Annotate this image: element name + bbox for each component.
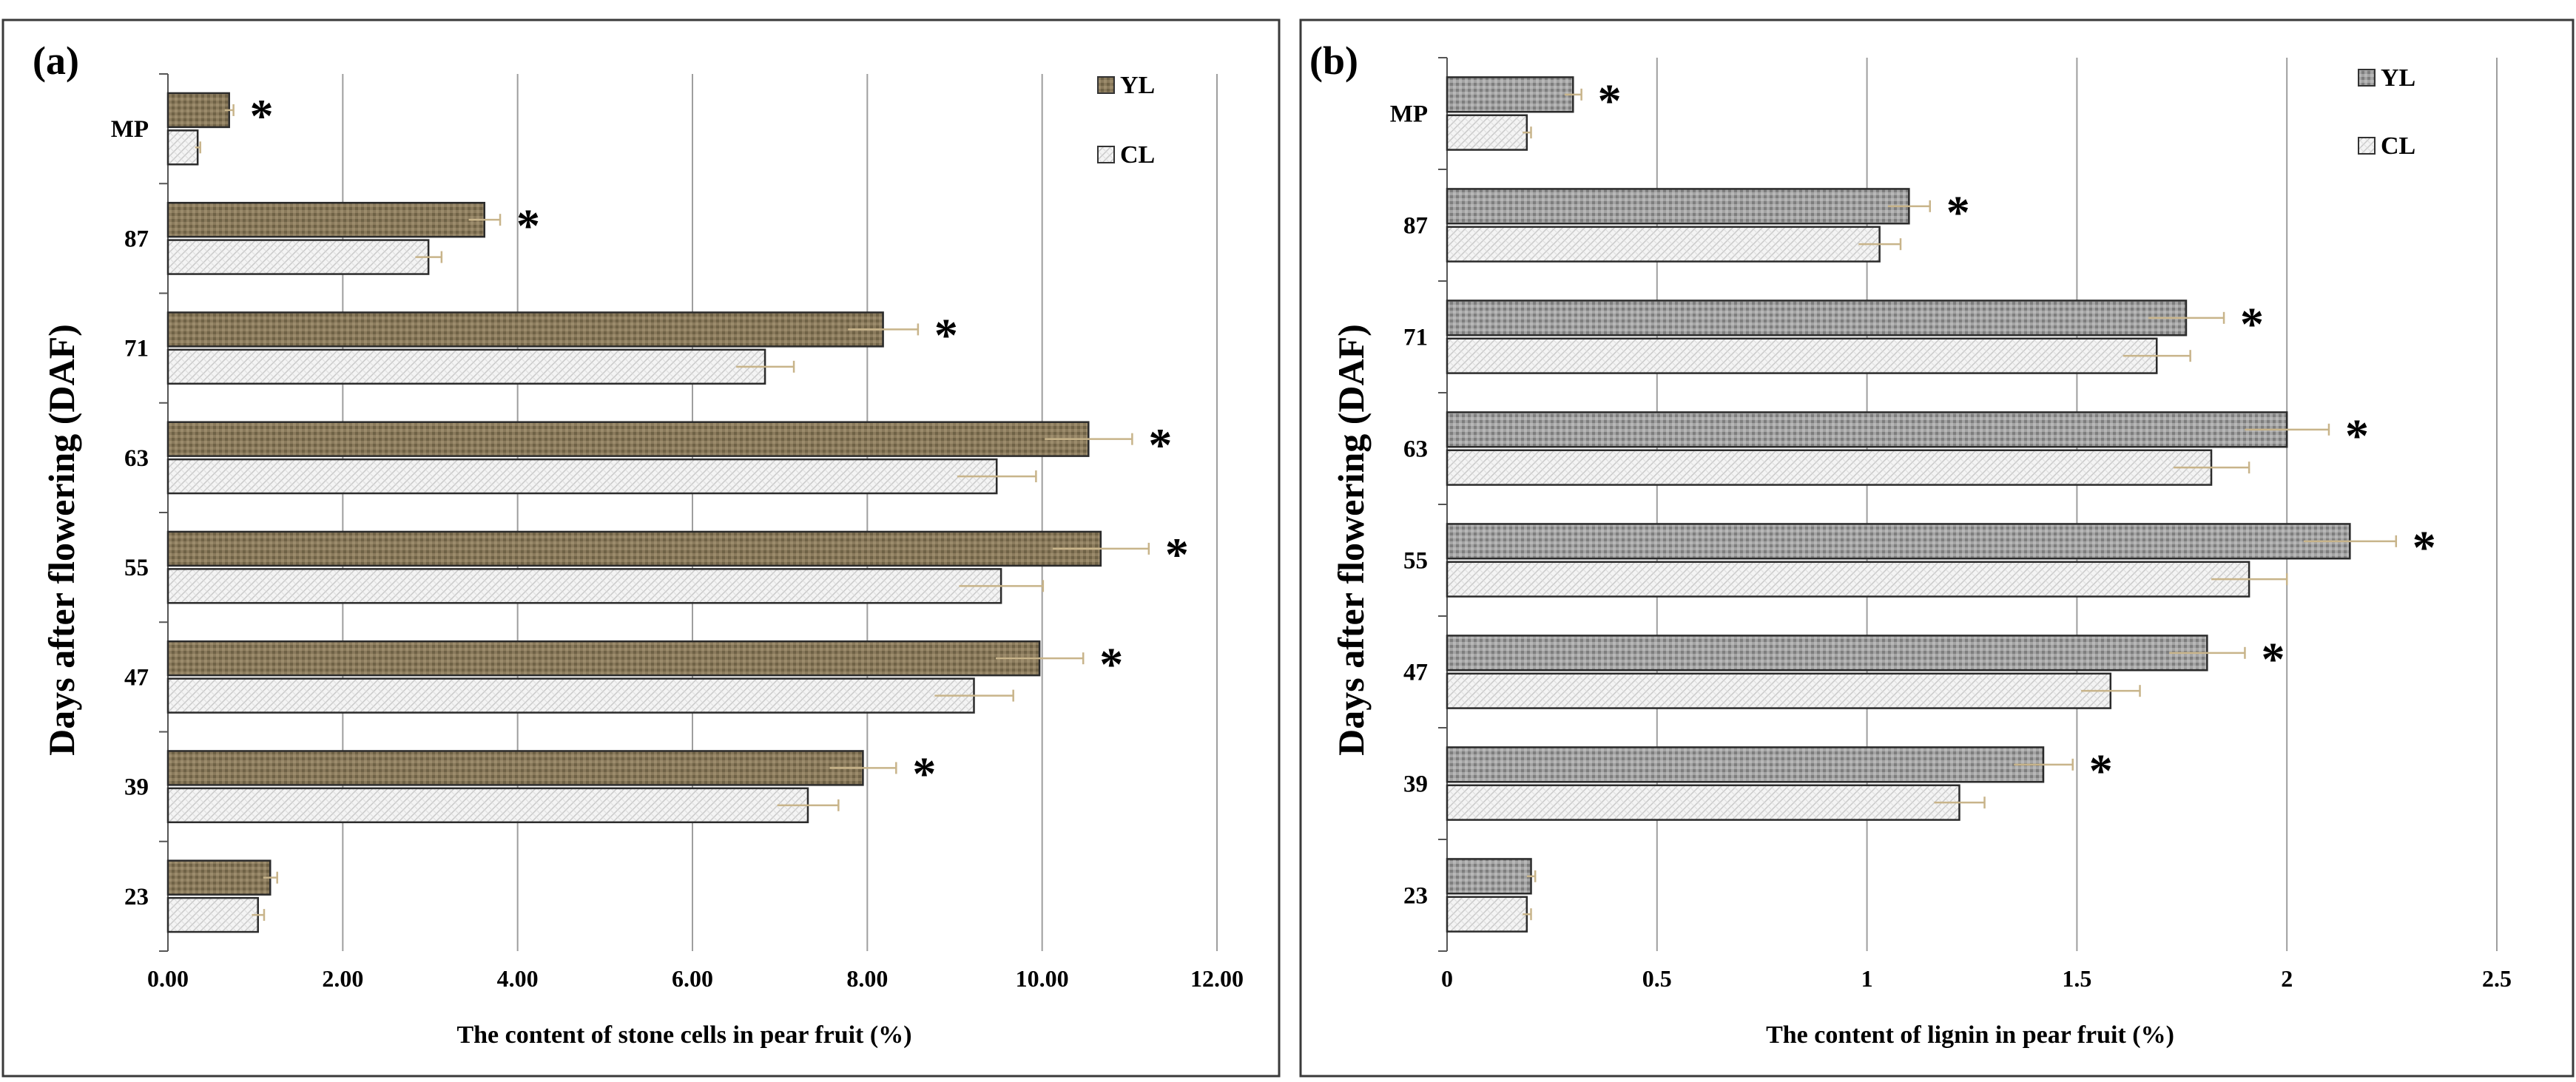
category-label: 47 (1403, 660, 1428, 686)
panel-a-label: (a) (33, 38, 79, 83)
bar-cl (166, 348, 766, 385)
bar-yl (166, 421, 1090, 457)
category-label: 39 (1403, 771, 1428, 798)
significance-marker: * (2240, 298, 2264, 351)
x-tick-label: 2 (2281, 965, 2293, 992)
category-label: 39 (124, 774, 149, 801)
category-label: 87 (124, 226, 149, 252)
x-tick-label: 6.00 (672, 965, 713, 992)
significance-marker: * (912, 748, 936, 800)
bar-yl (166, 530, 1102, 567)
significance-marker: * (1099, 638, 1123, 690)
category-label: 55 (1403, 548, 1428, 575)
bar-yl (1446, 635, 2208, 672)
category-label: 71 (124, 336, 149, 362)
bar-yl (166, 859, 272, 896)
bar-yl (1446, 300, 2188, 337)
bar-cl (1446, 114, 1528, 151)
bar-cl (1446, 337, 2158, 374)
panel-a-plot: 0.00 2.00 4.00 6.00 8.00 10.00 12.00 MP * 87 * 71 * 6… (111, 73, 1244, 992)
panel-a-frame (1, 18, 1281, 1078)
bar-cl (166, 787, 809, 824)
bar-cl (1446, 449, 2213, 486)
x-tick-label: 12.00 (1190, 965, 1244, 992)
panel-a-xlabel: The content of stone cells in pear fruit… (456, 1021, 911, 1049)
x-tick-label: 2.5 (2482, 965, 2512, 992)
significance-marker: * (1946, 186, 1970, 239)
legend-label-yl: YL (1120, 72, 1155, 99)
category-label: 23 (124, 884, 149, 910)
x-tick-label: 4.00 (497, 965, 539, 992)
bar-cl (1446, 672, 2112, 709)
bar-cl (1446, 784, 1960, 821)
bar-yl (166, 311, 884, 348)
x-tick-label: 2.00 (322, 965, 363, 992)
x-tick-label: 10.00 (1016, 965, 1069, 992)
panel-b-plot: 0 0.5 1 1.5 2 2.5 MP * 87 * 71 * 63 * 55 * 47 * 39 * 23 (1390, 57, 2512, 992)
legend-swatch-yl (2358, 69, 2376, 87)
significance-marker: * (1148, 419, 1172, 471)
x-tick-label: 1 (1861, 965, 1873, 992)
significance-marker: * (2413, 521, 2436, 574)
bar-cl (166, 896, 259, 933)
bar-cl (166, 458, 998, 495)
category-label: MP (111, 116, 149, 143)
legend-swatch-cl (2358, 137, 2376, 155)
category-label: MP (1390, 101, 1428, 128)
significance-marker: * (934, 309, 958, 362)
bar-cl (1446, 896, 1528, 933)
legend-swatch-cl (1097, 146, 1115, 163)
significance-marker: * (1165, 528, 1189, 581)
significance-marker: * (1598, 75, 1622, 127)
category-label: 63 (1403, 436, 1428, 463)
bar-yl (1446, 188, 1910, 225)
panel-b-ylabel: Days after flowering (DAF) (1330, 324, 1372, 756)
bar-yl (166, 92, 230, 129)
panel-a-ylabel: Days after flowering (DAF) (41, 324, 82, 756)
legend-label-yl: YL (2381, 64, 2415, 92)
bar-yl (1446, 523, 2351, 560)
x-tick-label: 0 (1441, 965, 1453, 992)
bar-yl (1446, 858, 1532, 895)
bar-cl (1446, 561, 2250, 598)
bar-cl (166, 677, 975, 714)
x-tick-label: 0.5 (1642, 965, 1672, 992)
legend-label-cl: CL (1120, 141, 1155, 169)
significance-marker: * (2261, 633, 2285, 686)
panel-b-legend: YL CL (2358, 64, 2415, 160)
category-label: 23 (1403, 883, 1428, 910)
bar-cl (166, 568, 1002, 604)
category-label: 63 (124, 445, 149, 472)
legend-label-cl: CL (2381, 132, 2415, 160)
bar-yl (1446, 746, 2045, 783)
significance-marker: * (516, 199, 540, 251)
significance-marker: * (2089, 745, 2113, 797)
legend-swatch-yl (1097, 76, 1115, 94)
bar-yl (1446, 76, 1574, 113)
bar-yl (1446, 411, 2288, 448)
bar-yl (166, 640, 1041, 677)
category-label: 87 (1403, 213, 1428, 240)
x-tick-label: 1.5 (2062, 965, 2091, 992)
x-tick-label: 8.00 (846, 965, 888, 992)
panel-b-frame (1299, 18, 2575, 1078)
category-label: 55 (124, 555, 149, 581)
category-label: 71 (1403, 325, 1428, 351)
significance-marker: * (250, 89, 274, 142)
panel-b-xlabel: The content of lignin in pear fruit (%) (1766, 1021, 2174, 1049)
bar-cl (166, 129, 199, 166)
significance-marker: * (2345, 410, 2369, 462)
panel-b-label: (b) (1309, 38, 1358, 83)
x-tick-label: 0.00 (147, 965, 189, 992)
bar-cl (166, 239, 430, 275)
bar-yl (166, 201, 486, 238)
bar-yl (166, 750, 864, 786)
category-label: 47 (124, 664, 149, 691)
bar-cl (1446, 226, 1881, 263)
panel-a-legend: YL CL (1097, 72, 1155, 169)
